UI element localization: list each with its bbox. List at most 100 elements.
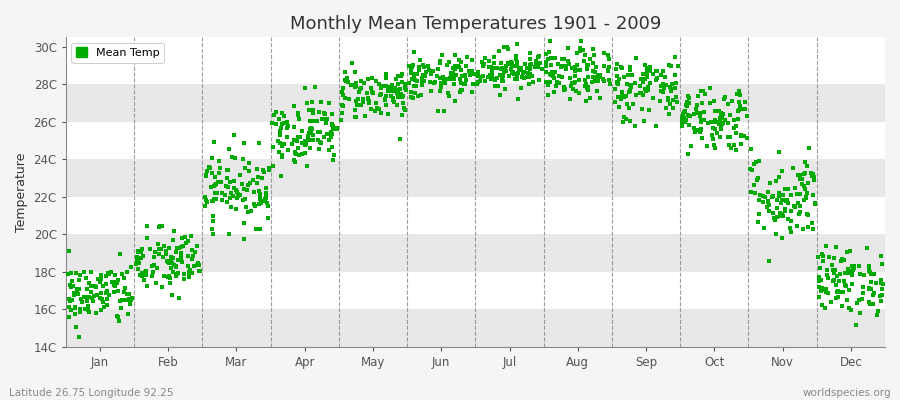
Point: [784, 208, 798, 214]
Point: [72, 334, 86, 340]
Point: [610, 78, 625, 85]
Point: [853, 310, 868, 316]
Point: [812, 274, 826, 280]
Point: [820, 267, 834, 273]
Point: [166, 237, 181, 244]
Point: [437, 78, 452, 84]
Point: [451, 63, 465, 70]
Point: [578, 52, 592, 58]
Point: [581, 83, 596, 90]
Point: [662, 94, 676, 101]
Point: [724, 145, 738, 152]
Point: [784, 228, 798, 235]
Point: [589, 75, 603, 81]
Point: [338, 69, 353, 76]
Point: [403, 64, 418, 70]
Legend: Mean Temp: Mean Temp: [71, 43, 164, 62]
Point: [205, 170, 220, 176]
Point: [465, 57, 480, 64]
Point: [836, 289, 850, 296]
Point: [526, 79, 541, 86]
Point: [472, 78, 487, 85]
Point: [554, 74, 569, 80]
Point: [751, 175, 765, 181]
Point: [84, 288, 98, 295]
Point: [566, 80, 580, 86]
Point: [114, 297, 129, 303]
Point: [351, 95, 365, 102]
Point: [738, 98, 752, 105]
Point: [863, 269, 878, 276]
Point: [414, 75, 428, 81]
Point: [483, 64, 498, 70]
Point: [190, 243, 204, 250]
Point: [385, 88, 400, 94]
Point: [489, 77, 503, 84]
Point: [640, 74, 654, 80]
Point: [287, 157, 302, 163]
Point: [771, 149, 786, 156]
Point: [90, 292, 104, 298]
Point: [445, 72, 459, 78]
Point: [843, 307, 858, 314]
Point: [501, 61, 516, 67]
Point: [215, 190, 230, 197]
Point: [492, 92, 507, 98]
Point: [398, 107, 412, 113]
Point: [191, 260, 205, 266]
Point: [174, 244, 188, 250]
Point: [847, 262, 861, 269]
Point: [597, 50, 611, 56]
Point: [692, 128, 706, 135]
Point: [836, 257, 850, 264]
Point: [348, 114, 363, 121]
Point: [123, 264, 138, 270]
Point: [638, 62, 652, 68]
Point: [310, 137, 325, 144]
Point: [747, 182, 761, 188]
Point: [744, 189, 759, 196]
Point: [861, 266, 876, 272]
Point: [407, 71, 421, 78]
Point: [680, 99, 694, 105]
Point: [679, 102, 693, 108]
Point: [804, 170, 818, 176]
Point: [82, 280, 96, 286]
Point: [677, 115, 691, 121]
Point: [238, 236, 252, 242]
Point: [162, 260, 176, 266]
Point: [130, 255, 144, 262]
Point: [287, 150, 302, 156]
Point: [683, 112, 698, 119]
Point: [180, 252, 194, 259]
Point: [153, 222, 167, 229]
Point: [359, 90, 374, 96]
Point: [610, 80, 625, 87]
Point: [447, 66, 462, 72]
Point: [387, 85, 401, 91]
Point: [548, 69, 562, 75]
Point: [387, 99, 401, 105]
Point: [622, 88, 636, 95]
Point: [593, 95, 608, 101]
Point: [458, 63, 473, 69]
Point: [446, 64, 460, 71]
Point: [670, 63, 685, 69]
Point: [743, 166, 758, 172]
Point: [186, 263, 201, 270]
Point: [94, 276, 108, 282]
Point: [224, 204, 238, 210]
Point: [491, 83, 505, 89]
Point: [466, 71, 481, 77]
Point: [812, 294, 826, 301]
Point: [185, 253, 200, 260]
Point: [454, 87, 469, 94]
Point: [386, 95, 400, 102]
Point: [807, 177, 822, 184]
Point: [675, 115, 689, 122]
Point: [256, 198, 271, 204]
Point: [199, 197, 213, 203]
Point: [727, 142, 742, 148]
Point: [410, 78, 425, 84]
Point: [452, 56, 466, 63]
